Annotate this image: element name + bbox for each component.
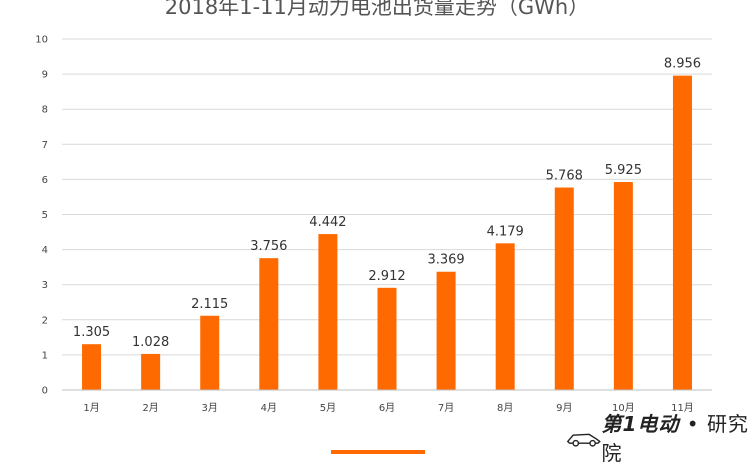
- watermark-brand: 第1电动 • 研究院: [602, 408, 752, 466]
- x-tick-label: 2月: [142, 402, 158, 414]
- data-label: 3.756: [250, 239, 287, 254]
- x-tick-label: 11月: [671, 402, 694, 414]
- brand-separator: •: [686, 412, 700, 436]
- bar: [82, 344, 102, 390]
- x-tick-label: 6月: [379, 402, 395, 414]
- y-tick-label: 6: [42, 175, 48, 186]
- data-labels: 1.305 1.028 2.115 3.756 4.442 2.912 3.369 4.179…: [73, 57, 701, 350]
- y-tick-label: 9: [42, 70, 48, 81]
- gridlines: [62, 38, 712, 356]
- x-axis-ticks: 1月 2月 3月 4月 5月 6月 7月 8月 9月 10月 11月: [83, 402, 693, 414]
- bar: [377, 287, 397, 390]
- y-tick-label: 3: [42, 280, 48, 291]
- y-tick-label: 0: [42, 386, 48, 397]
- x-tick-label: 7月: [438, 402, 454, 414]
- x-tick-label: 8月: [497, 402, 513, 414]
- x-tick-label: 1月: [83, 402, 99, 414]
- bar: [141, 353, 161, 390]
- bar: [318, 234, 338, 390]
- car-logo-icon: [566, 433, 601, 447]
- data-label: 1.305: [73, 325, 110, 340]
- bar: [436, 271, 456, 390]
- x-tick-label: 3月: [202, 402, 218, 414]
- data-label: 3.369: [427, 253, 464, 268]
- x-tick-label: 9月: [556, 402, 572, 414]
- bar: [200, 315, 220, 390]
- bar: [259, 258, 279, 390]
- y-tick-label: 1: [42, 350, 48, 361]
- y-tick-label: 5: [42, 210, 48, 221]
- x-tick-label: 10月: [612, 402, 635, 414]
- legend-swatch: [331, 450, 425, 454]
- data-label: 4.442: [309, 215, 346, 230]
- data-label: 5.925: [605, 163, 642, 178]
- brand-name: 第1电动: [601, 412, 680, 436]
- data-label: 8.956: [664, 57, 701, 72]
- data-label: 2.912: [368, 269, 405, 284]
- data-label: 4.179: [487, 224, 524, 239]
- bar: [495, 243, 515, 390]
- watermark-logo: 第1电动 • 研究院: [566, 412, 751, 465]
- data-label: 1.028: [132, 335, 169, 350]
- bar-chart: 2018年1-11月动力电池出货量走势（GWh） 0 1 2 3 4 5 6 7 8 9 10 1.…: [35, 0, 712, 414]
- bars: [82, 75, 692, 390]
- y-tick-label: 8: [42, 105, 48, 116]
- bar: [613, 182, 633, 390]
- y-axis-ticks: 0 1 2 3 4 5 6 7 8 9 10: [35, 35, 48, 397]
- y-tick-label: 10: [35, 35, 48, 46]
- bar: [672, 75, 692, 390]
- x-tick-label: 4月: [261, 402, 277, 414]
- y-tick-label: 2: [42, 315, 48, 326]
- y-tick-label: 7: [42, 140, 48, 151]
- y-tick-label: 4: [42, 245, 48, 256]
- chart-title: 2018年1-11月动力电池出货量走势（GWh）: [165, 0, 589, 19]
- data-label: 2.115: [191, 297, 228, 312]
- x-tick-label: 5月: [320, 402, 336, 414]
- bar: [554, 187, 574, 390]
- data-label: 5.768: [546, 169, 583, 184]
